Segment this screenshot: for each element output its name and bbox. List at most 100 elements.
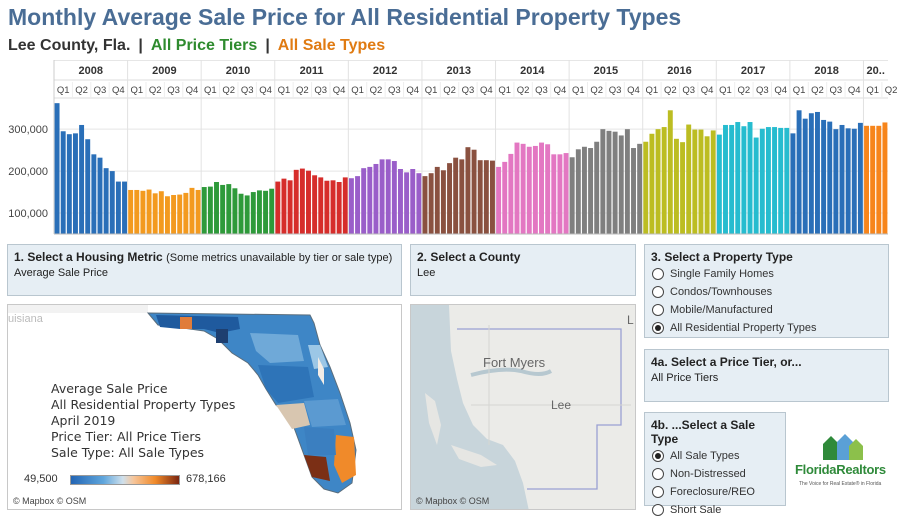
bar <box>857 122 863 234</box>
radio-button[interactable] <box>652 321 664 334</box>
bar <box>790 133 796 234</box>
separator: | <box>138 37 143 54</box>
bar <box>704 136 710 234</box>
county-map[interactable]: Fort Myers Lee L © Mapbox © OSM <box>410 304 636 510</box>
bar <box>207 186 213 234</box>
y-tick-label: 300,000 <box>8 124 48 136</box>
property-type-option[interactable]: Single Family Homes <box>651 265 882 282</box>
quarter-label: Q4 <box>627 85 640 96</box>
bar <box>649 133 655 234</box>
bar <box>275 181 281 234</box>
bar <box>588 148 594 234</box>
bar <box>232 188 238 234</box>
housing-metric-selector[interactable]: 1. Select a Housing Metric (Some metrics… <box>7 244 402 296</box>
county-mid-2 <box>304 427 336 455</box>
metric-value[interactable]: Average Sale Price <box>14 267 108 279</box>
bar <box>373 163 379 234</box>
quarter-label: Q3 <box>756 85 769 96</box>
sale-type-option[interactable]: All Sale Types <box>651 447 779 464</box>
sale-type-option[interactable]: Non-Distressed <box>651 465 779 482</box>
map-attribution[interactable]: © Mapbox © OSM <box>416 496 490 506</box>
bar <box>489 160 495 234</box>
bar <box>833 129 839 234</box>
radio-button[interactable] <box>652 485 664 498</box>
quarter-label: Q4 <box>186 85 199 96</box>
bar <box>606 130 612 234</box>
property-type-option[interactable]: Mobile/Manufactured <box>651 301 882 318</box>
county-orange-1 <box>180 317 192 329</box>
legend-min: 49,500 <box>24 473 58 485</box>
bar <box>753 137 759 234</box>
bar <box>845 128 851 234</box>
bar <box>618 135 624 234</box>
gulf-coast-land <box>8 305 148 313</box>
bar <box>440 170 446 234</box>
bar <box>496 166 502 234</box>
bar <box>864 125 870 234</box>
monthly-price-chart[interactable]: 100,000 200,000 300,000 2008 Q1 Q2 Q3 Q4 2009 Q1 Q… <box>0 60 899 240</box>
bar <box>624 129 630 234</box>
county-light-1 <box>250 333 304 363</box>
county-selector[interactable]: 2. Select a County Lee <box>410 244 636 296</box>
map-line-5: Sale Type: All Sale Types <box>51 445 205 460</box>
bar <box>128 189 134 234</box>
bar <box>306 170 311 234</box>
county-label: Lee County, Fla. <box>8 37 131 54</box>
radio-button[interactable] <box>652 285 664 298</box>
sale-type-option[interactable]: Short Sale <box>651 501 779 518</box>
bar <box>85 139 91 234</box>
year-label: 2010 <box>226 65 250 77</box>
year-label: 2013 <box>446 65 470 77</box>
price-tier-selector[interactable]: 4a. Select a Price Tier, or... All Price… <box>644 349 889 402</box>
bar <box>312 175 318 234</box>
radio-button[interactable] <box>652 449 664 462</box>
quarter-label: Q2 <box>296 85 309 96</box>
quarter-label: Q4 <box>554 85 567 96</box>
quarter-label: Q3 <box>535 85 548 96</box>
bar <box>171 195 177 234</box>
bar <box>428 173 434 234</box>
panhandle-dark <box>156 315 240 333</box>
page-title: Monthly Average Sale Price for All Resid… <box>8 4 682 30</box>
price-tier-value[interactable]: All Price Tiers <box>651 372 719 384</box>
year-label: 2014 <box>520 65 545 77</box>
property-type-option-label: Mobile/Manufactured <box>670 303 773 316</box>
bar <box>152 193 158 234</box>
florida-map[interactable]: uisiana Average Sale Price All Residenti… <box>7 304 402 510</box>
year-label: 2018 <box>814 65 838 77</box>
bar <box>661 127 667 234</box>
logo-wordmark: FloridaRealtors <box>795 462 886 477</box>
county-value[interactable]: Lee <box>417 267 436 279</box>
quarter-label: Q3 <box>462 85 475 96</box>
quarter-label: Q4 <box>774 85 787 96</box>
quarter-label: Q3 <box>388 85 401 96</box>
bar <box>637 143 643 234</box>
radio-button[interactable] <box>652 303 664 316</box>
bar <box>723 124 728 234</box>
bar <box>594 141 600 234</box>
radio-button[interactable] <box>652 467 664 480</box>
bar <box>477 160 483 234</box>
bar <box>72 133 78 234</box>
quarter-label: Q2 <box>590 85 603 96</box>
radio-button[interactable] <box>652 267 664 280</box>
radio-button[interactable] <box>652 503 664 516</box>
bar <box>293 169 299 234</box>
bar <box>122 181 127 234</box>
bar <box>447 163 453 234</box>
bar <box>342 177 348 234</box>
bar <box>600 129 606 234</box>
bar <box>821 119 827 234</box>
property-type-option[interactable]: Condos/Townhouses <box>651 283 882 300</box>
bar <box>747 122 753 234</box>
map-attribution[interactable]: © Mapbox © OSM <box>13 496 87 506</box>
map-land <box>449 305 635 509</box>
quarter-label: Q4 <box>848 85 861 96</box>
property-type-option[interactable]: All Residential Property Types <box>651 319 882 336</box>
property-type-panel-title: 3. Select a Property Type <box>651 250 793 264</box>
bar <box>379 159 385 234</box>
quarter-label: Q1 <box>793 85 806 96</box>
sale-type-option[interactable]: Foreclosure/REO <box>651 483 779 500</box>
bar <box>164 196 170 234</box>
bar <box>557 154 563 234</box>
